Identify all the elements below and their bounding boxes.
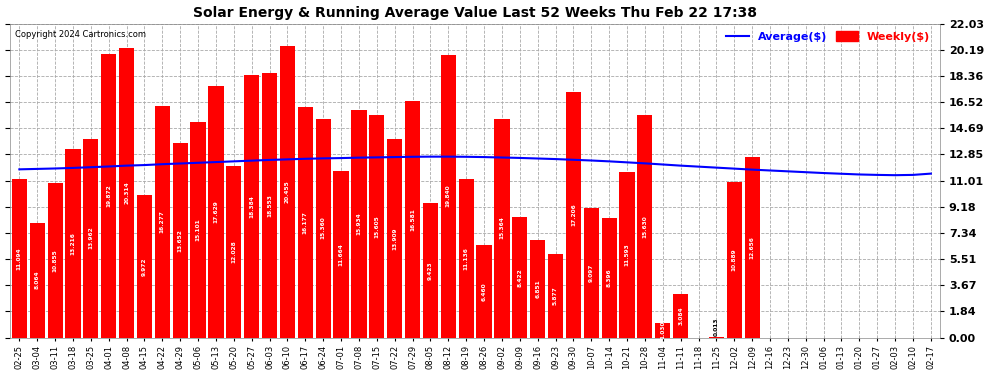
Text: 10.855: 10.855: [52, 249, 57, 272]
Text: 11.593: 11.593: [625, 243, 630, 266]
Bar: [673, 294, 688, 338]
Bar: [316, 118, 331, 338]
Text: 8.422: 8.422: [518, 268, 523, 287]
Bar: [48, 183, 62, 338]
Bar: [476, 246, 492, 338]
Bar: [298, 107, 313, 338]
Bar: [458, 179, 474, 338]
Text: 3.084: 3.084: [678, 306, 683, 325]
Text: 11.094: 11.094: [17, 247, 22, 270]
Text: 8.396: 8.396: [607, 268, 612, 287]
Text: 6.851: 6.851: [536, 279, 541, 298]
Text: 15.934: 15.934: [356, 213, 361, 236]
Bar: [512, 217, 528, 338]
Bar: [227, 166, 242, 338]
Bar: [245, 75, 259, 338]
Text: 15.364: 15.364: [499, 217, 505, 240]
Text: 15.101: 15.101: [196, 219, 201, 241]
Title: Solar Energy & Running Average Value Last 52 Weeks Thu Feb 22 17:38: Solar Energy & Running Average Value Las…: [193, 6, 757, 20]
Bar: [744, 157, 759, 338]
Bar: [547, 254, 563, 338]
Text: 20.314: 20.314: [124, 182, 129, 204]
Bar: [119, 48, 135, 338]
Bar: [101, 54, 116, 338]
Bar: [190, 122, 206, 338]
Text: 6.460: 6.460: [481, 282, 486, 301]
Bar: [262, 73, 277, 338]
Bar: [638, 115, 652, 338]
Text: 13.216: 13.216: [70, 232, 75, 255]
Bar: [65, 149, 80, 338]
Text: 12.656: 12.656: [749, 236, 754, 259]
Bar: [602, 218, 617, 338]
Text: 0.013: 0.013: [714, 318, 719, 336]
Text: 20.455: 20.455: [285, 180, 290, 203]
Bar: [405, 101, 420, 338]
Text: 15.630: 15.630: [643, 215, 647, 237]
Bar: [12, 179, 27, 338]
Text: 15.605: 15.605: [374, 215, 379, 238]
Bar: [584, 208, 599, 338]
Text: 18.384: 18.384: [249, 195, 254, 218]
Legend: Average($), Weekly($): Average($), Weekly($): [725, 29, 933, 44]
Bar: [137, 195, 152, 338]
Text: 10.889: 10.889: [732, 249, 737, 271]
Bar: [172, 143, 188, 338]
Text: 12.028: 12.028: [232, 240, 237, 263]
Text: 18.553: 18.553: [267, 194, 272, 217]
Text: 19.872: 19.872: [106, 184, 111, 207]
Text: 1.030: 1.030: [660, 321, 665, 339]
Text: 8.064: 8.064: [35, 271, 40, 290]
Text: 13.652: 13.652: [178, 229, 183, 252]
Bar: [530, 240, 545, 338]
Text: 17.206: 17.206: [571, 204, 576, 226]
Bar: [727, 182, 742, 338]
Text: 13.962: 13.962: [88, 226, 93, 249]
Bar: [655, 323, 670, 338]
Bar: [423, 203, 438, 338]
Text: 5.877: 5.877: [553, 286, 558, 305]
Bar: [494, 118, 510, 338]
Bar: [369, 115, 384, 338]
Bar: [208, 86, 224, 338]
Text: 16.581: 16.581: [410, 208, 415, 231]
Text: 9.097: 9.097: [589, 264, 594, 282]
Text: 19.840: 19.840: [446, 185, 450, 207]
Bar: [441, 55, 455, 338]
Bar: [30, 223, 45, 338]
Text: 9.972: 9.972: [142, 257, 147, 276]
Bar: [387, 139, 402, 338]
Text: 15.360: 15.360: [321, 217, 326, 240]
Text: 11.664: 11.664: [339, 243, 344, 266]
Text: 11.136: 11.136: [463, 247, 468, 270]
Bar: [280, 46, 295, 338]
Bar: [566, 92, 581, 338]
Text: 13.909: 13.909: [392, 227, 397, 250]
Text: 17.629: 17.629: [214, 201, 219, 223]
Bar: [334, 171, 348, 338]
Bar: [620, 172, 635, 338]
Bar: [83, 138, 98, 338]
Bar: [351, 110, 366, 338]
Text: 16.177: 16.177: [303, 211, 308, 234]
Text: 16.277: 16.277: [159, 210, 164, 233]
Bar: [154, 105, 170, 338]
Text: Copyright 2024 Cartronics.com: Copyright 2024 Cartronics.com: [15, 30, 147, 39]
Text: 9.423: 9.423: [428, 261, 433, 280]
